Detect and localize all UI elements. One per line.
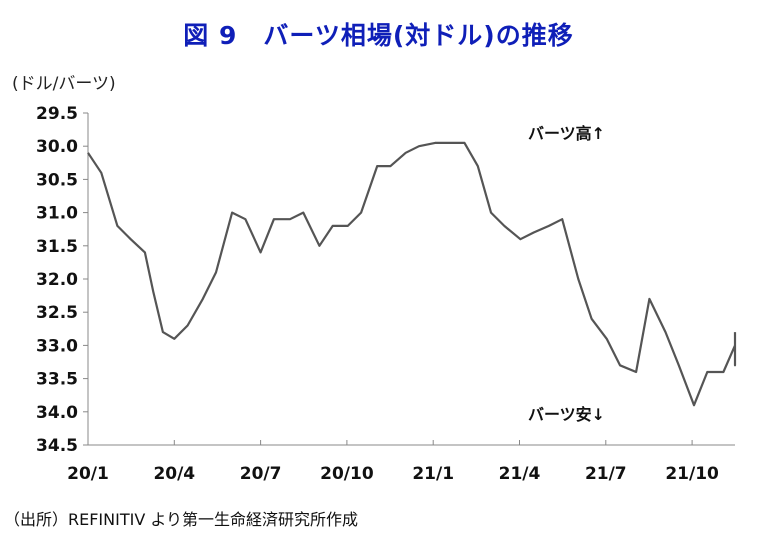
x-tick-label: 21/4 bbox=[499, 464, 541, 484]
y-axis: 29.5 30.0 30.5 31.0 31.5 32.0 32.5 33.0 33.5 34.0… bbox=[36, 104, 89, 456]
y-tick-label: 31.0 bbox=[36, 204, 78, 224]
chart-title: 図 9 バーツ相場(対ドル)の推移 bbox=[183, 21, 574, 50]
y-tick-label: 34.5 bbox=[36, 436, 78, 456]
y-tick-label: 30.0 bbox=[36, 137, 78, 157]
x-tick-label: 21/7 bbox=[585, 464, 627, 484]
exchange-rate-chart: 29.5 30.0 30.5 31.0 31.5 32.0 32.5 33.0 33.5 34.0… bbox=[36, 104, 737, 484]
y-tick-label: 34.0 bbox=[36, 403, 78, 423]
y-tick-label: 32.5 bbox=[36, 303, 78, 323]
x-tick-label: 20/4 bbox=[153, 464, 195, 484]
x-tick-label: 20/7 bbox=[240, 464, 282, 484]
x-axis: 20/1 20/4 20/7 20/10 21/1 21/4 21/7 21/10 bbox=[67, 440, 735, 484]
x-tick-label: 21/10 bbox=[665, 464, 719, 484]
y-axis-unit-label: (ドル/バーツ) bbox=[12, 74, 116, 94]
annotation-baht-weak: バーツ安↓ bbox=[528, 405, 605, 424]
y-tick-label: 31.5 bbox=[36, 237, 78, 257]
y-tick-label: 33.0 bbox=[36, 336, 78, 356]
source-note: （出所）REFINITIV より第一生命経済研究所作成 bbox=[4, 510, 359, 529]
annotation-baht-strong: バーツ高↑ bbox=[528, 124, 605, 143]
thb-usd-series-line bbox=[87, 141, 737, 407]
y-tick-label: 32.0 bbox=[36, 270, 78, 290]
x-tick-label: 20/1 bbox=[67, 464, 109, 484]
y-tick-label: 30.5 bbox=[36, 170, 78, 190]
y-tick-label: 33.5 bbox=[36, 370, 78, 390]
x-tick-label: 20/10 bbox=[320, 464, 374, 484]
y-tick-label: 29.5 bbox=[36, 104, 78, 124]
x-tick-label: 21/1 bbox=[412, 464, 454, 484]
